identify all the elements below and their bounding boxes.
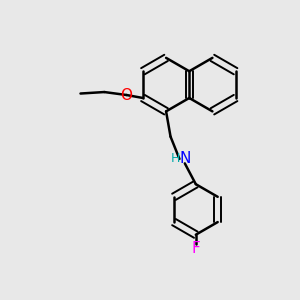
Text: H: H (170, 152, 180, 165)
Text: O: O (121, 88, 133, 103)
Text: N: N (179, 152, 190, 166)
Text: F: F (191, 241, 200, 256)
